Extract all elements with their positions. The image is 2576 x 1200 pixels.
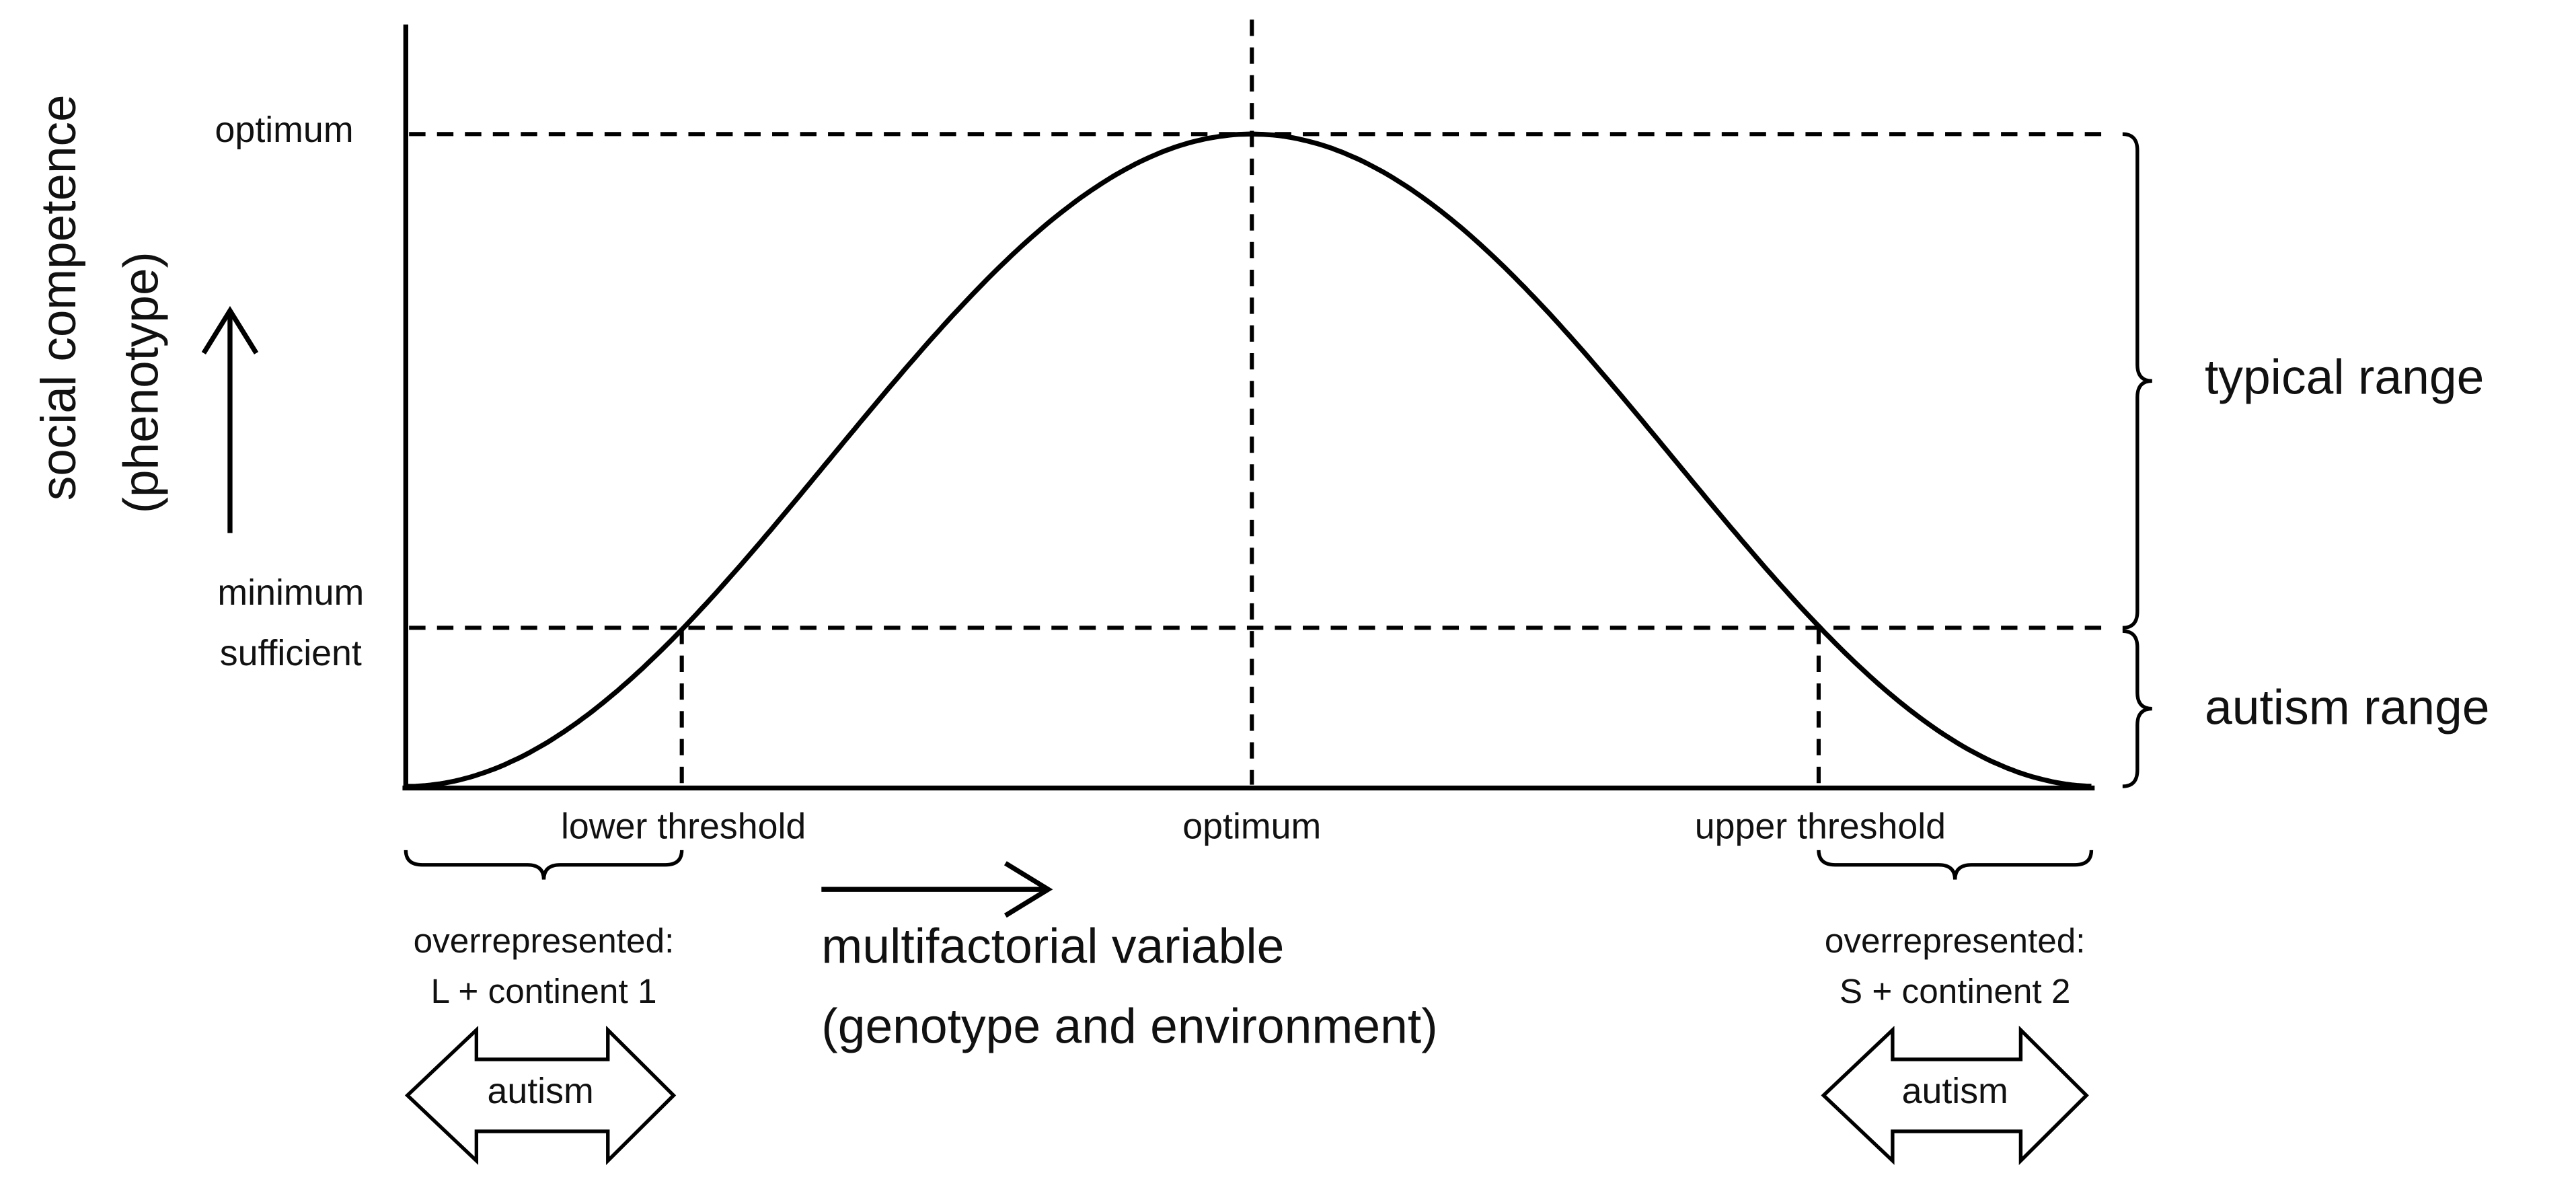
brace: [1817, 850, 2094, 880]
range-label: autism range: [2205, 681, 2489, 735]
group-note: L + continent 1: [431, 972, 657, 1010]
y-minimum-label-2: sufficient: [220, 633, 362, 673]
brace: [404, 850, 684, 880]
group-note: S + continent 2: [1840, 972, 2071, 1010]
x-label: optimum: [1182, 807, 1321, 847]
group-note: overrepresented:: [414, 922, 675, 960]
double-arrow: [1821, 1025, 2089, 1166]
y-title-1: social competence: [32, 94, 86, 500]
group-note: overrepresented:: [1825, 922, 2086, 960]
y-minimum-label-1: minimum: [217, 572, 364, 613]
y-arrow-head: [201, 305, 259, 354]
x-label: upper threshold: [1695, 807, 1946, 847]
range-label: typical range: [2205, 350, 2484, 405]
x-label: lower threshold: [561, 807, 806, 847]
x-title-1: multifactorial variable: [821, 920, 1284, 974]
arrow-label: autism: [487, 1071, 593, 1111]
double-arrow: [404, 1025, 677, 1166]
braces: [404, 132, 2152, 880]
x-arrow-head: [1003, 861, 1053, 918]
brace: [2122, 132, 2152, 630]
y-optimum-label: optimum: [215, 110, 354, 150]
arrow-label: autism: [1902, 1071, 2008, 1111]
x-title-2: (genotype and environment): [821, 1000, 1437, 1054]
curve: [406, 131, 2092, 789]
brace: [2122, 629, 2152, 788]
y-title-2: (phenotype): [114, 252, 168, 513]
